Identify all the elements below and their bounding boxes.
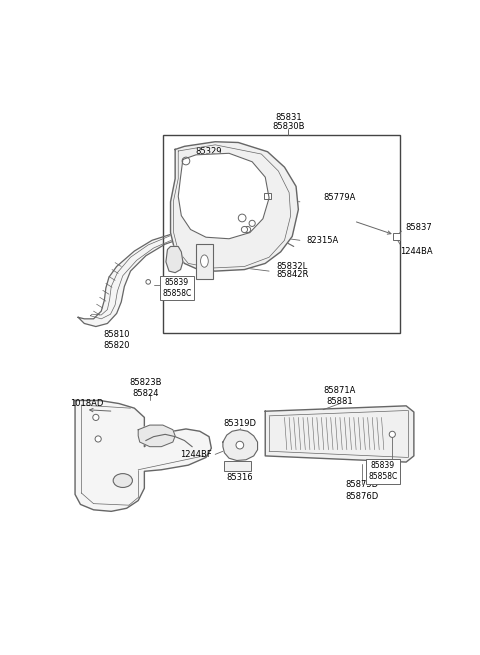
Text: 85871A
85881: 85871A 85881 [324,386,356,406]
Text: 85329: 85329 [195,147,222,157]
Polygon shape [265,406,414,462]
Circle shape [238,214,246,222]
Polygon shape [166,246,183,272]
Text: 85842R: 85842R [277,271,309,280]
Bar [196,244,213,279]
Polygon shape [178,153,269,239]
Text: 85316: 85316 [227,473,253,482]
Bar [163,135,400,333]
Text: 85810
85820: 85810 85820 [103,330,130,350]
Text: 85830B: 85830B [272,122,305,131]
Polygon shape [223,430,258,460]
Ellipse shape [201,255,208,267]
Circle shape [182,157,190,165]
Bar [393,233,400,240]
Text: 85319D: 85319D [223,419,256,428]
Text: 85839
85858C: 85839 85858C [369,461,398,481]
Circle shape [236,441,244,449]
Circle shape [244,227,251,233]
Circle shape [93,415,99,421]
Bar [264,193,271,198]
Polygon shape [75,400,211,512]
Polygon shape [138,425,175,447]
Text: 1018AD: 1018AD [70,399,104,408]
Circle shape [249,220,255,227]
Circle shape [241,227,248,233]
Circle shape [95,436,101,442]
Text: 85779A: 85779A [323,193,355,202]
Ellipse shape [113,474,132,487]
Circle shape [146,280,151,284]
Text: 85823B
85824: 85823B 85824 [130,378,162,398]
Circle shape [389,431,396,438]
Text: 1244BF: 1244BF [180,450,212,459]
Bar [225,461,252,470]
Text: 85831: 85831 [275,113,301,122]
Polygon shape [170,141,299,271]
Polygon shape [78,227,196,327]
Text: 85837: 85837 [406,223,432,232]
Text: 85832L: 85832L [277,262,308,271]
Text: 85839
85858C: 85839 85858C [162,278,192,298]
Text: 85875D
85876D: 85875D 85876D [345,481,378,500]
Text: 82315A: 82315A [306,236,338,245]
Text: 1244BA: 1244BA [400,248,432,256]
